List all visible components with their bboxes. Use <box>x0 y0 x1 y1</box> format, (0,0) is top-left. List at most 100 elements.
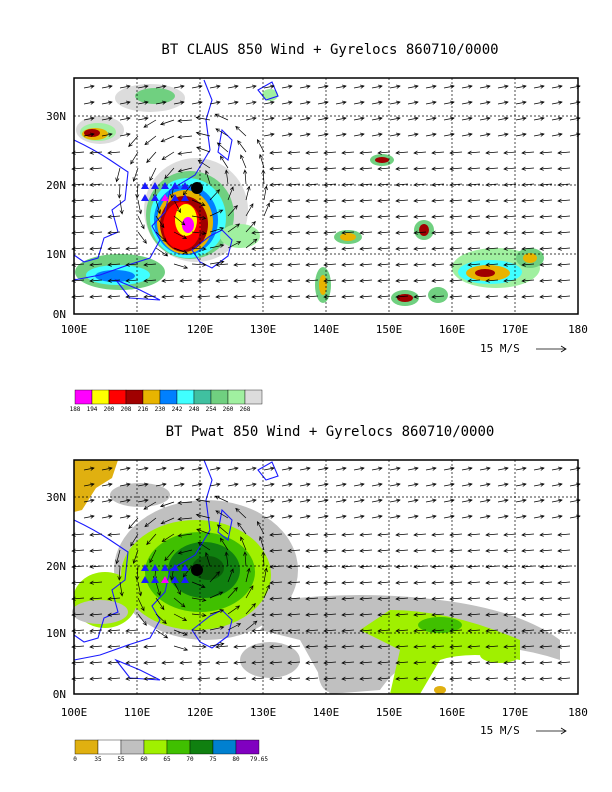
wind-vector <box>503 246 517 251</box>
wind-vector <box>137 84 149 89</box>
wind-vector <box>177 549 193 555</box>
wind-vector <box>83 84 95 89</box>
wind-vector <box>117 565 122 581</box>
wind-vector <box>485 246 499 251</box>
wind-vector <box>485 612 499 617</box>
wind-vector <box>137 116 149 121</box>
wind-vector <box>240 536 247 551</box>
wind-vector <box>395 564 409 569</box>
wind-vector <box>539 564 553 569</box>
wind-vector <box>359 532 373 537</box>
wind-vector <box>269 548 283 553</box>
wind-vector <box>89 628 103 633</box>
wind-vector <box>119 84 131 89</box>
wind-vector <box>323 612 337 617</box>
wind-vector <box>323 660 337 665</box>
wind-vector <box>323 548 337 553</box>
wind-vector <box>125 676 139 681</box>
wind-vector <box>227 84 239 89</box>
wind-vector <box>389 466 401 471</box>
wind-vector <box>557 564 571 569</box>
wind-vector <box>533 498 545 503</box>
wind-vector <box>413 564 427 569</box>
wind-vector <box>497 482 509 487</box>
wind-vector <box>269 564 283 569</box>
wind-vector <box>497 84 509 89</box>
wind-vector <box>281 482 293 487</box>
wind-vector <box>431 182 445 187</box>
wind-vector <box>215 510 229 519</box>
svg-text:170E: 170E <box>502 323 529 336</box>
wind-vector <box>159 501 175 508</box>
wind-vector <box>413 150 427 155</box>
wind-vector <box>251 644 265 649</box>
wind-vector <box>485 532 499 537</box>
wind-vector <box>161 533 175 542</box>
wind-vector <box>263 466 275 471</box>
wind-vector <box>281 116 293 121</box>
wind-vector <box>143 676 157 681</box>
wind-vector <box>341 676 355 681</box>
wind-vector <box>227 205 238 217</box>
wind-vector <box>173 199 181 214</box>
wind-vector <box>377 564 391 569</box>
wind-vector <box>377 198 391 203</box>
wind-vector <box>413 166 427 171</box>
wind-vector <box>143 294 157 299</box>
wind-vector <box>479 100 491 105</box>
wind-vector <box>413 246 427 251</box>
wind-vector <box>557 166 571 171</box>
wind-vector <box>269 278 283 283</box>
wind-vector <box>227 186 234 201</box>
wind-vector <box>287 644 301 649</box>
wind-vector <box>233 262 247 267</box>
wind-vector <box>539 182 553 187</box>
wind-vector <box>161 278 175 283</box>
wind-vector <box>521 230 535 235</box>
wind-vector <box>263 498 275 503</box>
wind-vector <box>371 466 383 471</box>
colorbar-swatch <box>227 389 246 405</box>
wind-vector <box>191 482 203 487</box>
wind-vector <box>515 482 527 487</box>
wind-vector <box>485 278 499 283</box>
wind-vector <box>359 676 373 681</box>
wind-vector <box>533 132 545 137</box>
svg-text:110E: 110E <box>124 706 151 719</box>
wind-vector <box>209 625 225 631</box>
wind-vector <box>227 605 241 615</box>
wind-vector <box>305 612 319 617</box>
wind-vector <box>269 214 283 219</box>
wind-vector <box>467 262 481 267</box>
wind-vector <box>215 128 229 137</box>
wind-vector <box>305 246 319 251</box>
wind-vector <box>467 596 481 601</box>
wind-vector <box>521 166 535 171</box>
wind-vector <box>209 243 225 249</box>
wind-vector <box>287 150 301 155</box>
wind-vector <box>115 549 121 565</box>
wind-vector <box>515 132 527 137</box>
wind-vector <box>539 278 553 283</box>
colorbar-label: 230 <box>155 406 166 413</box>
wind-vector <box>323 596 337 601</box>
wind-vector <box>317 116 329 121</box>
wind-vector <box>485 198 499 203</box>
wind-vector <box>269 676 283 681</box>
wind-vector <box>467 532 481 537</box>
wind-vector <box>413 278 427 283</box>
wind-vector <box>431 278 445 283</box>
colorbar-swatch <box>120 739 145 755</box>
wind-vector <box>89 580 103 585</box>
wind-vector <box>533 84 545 89</box>
wind-vector <box>551 84 563 89</box>
panel2-gyre-markers <box>141 564 203 583</box>
wind-vector <box>173 597 186 608</box>
wind-vector <box>335 100 347 105</box>
wind-vector <box>143 644 157 649</box>
wind-vector <box>245 203 254 217</box>
wind-vector <box>83 116 95 121</box>
wind-vector <box>173 84 185 89</box>
wind-vector <box>425 466 437 471</box>
wind-vector <box>341 150 355 155</box>
